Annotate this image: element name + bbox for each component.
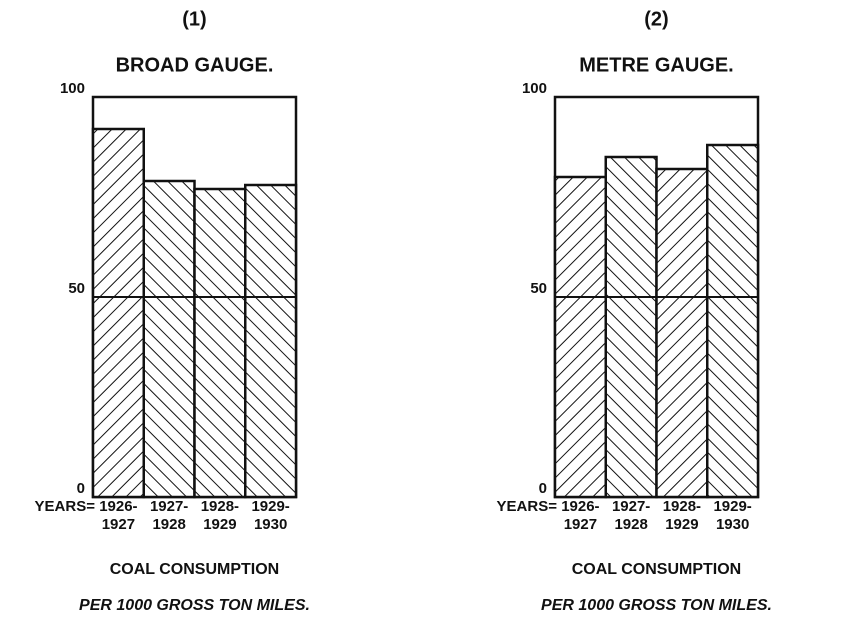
y-tick-label: 0 <box>77 480 85 497</box>
chart-number: (1) <box>182 8 206 30</box>
x-tick-label: 1929 <box>665 516 698 533</box>
caption: PER 1000 GROSS TON MILES. <box>541 597 772 614</box>
x-tick-label: 1930 <box>254 516 287 533</box>
bar <box>193 187 247 499</box>
bar <box>655 167 709 499</box>
bar <box>142 179 196 499</box>
bar <box>604 155 658 499</box>
chart-number: (2) <box>644 8 668 30</box>
x-tick-label: 1929- <box>251 498 289 515</box>
x-tick-label: 1926- <box>99 498 137 515</box>
y-tick-label: 50 <box>530 280 547 297</box>
x-tick-label: 1929 <box>203 516 236 533</box>
x-tick-label: 1929- <box>713 498 751 515</box>
x-tick-label: 1928- <box>201 498 239 515</box>
x-axis-label: YEARS= <box>497 498 558 515</box>
x-tick-label: 1927- <box>612 498 650 515</box>
x-tick-label: 1927- <box>150 498 188 515</box>
chart-title: METRE GAUGE. <box>579 54 733 76</box>
bar <box>706 143 760 499</box>
x-tick-label: 1930 <box>716 516 749 533</box>
caption: COAL CONSUMPTION <box>572 561 741 578</box>
bar <box>91 127 145 499</box>
x-tick-label: 1928 <box>614 516 647 533</box>
y-tick-label: 100 <box>60 80 85 97</box>
y-tick-label: 50 <box>68 280 85 297</box>
bar <box>553 175 607 499</box>
chart-title: BROAD GAUGE. <box>116 54 274 76</box>
x-tick-label: 1928- <box>663 498 701 515</box>
caption: PER 1000 GROSS TON MILES. <box>79 597 310 614</box>
y-tick-label: 0 <box>539 480 547 497</box>
x-axis-label: YEARS= <box>35 498 96 515</box>
y-tick-label: 100 <box>522 80 547 97</box>
x-tick-label: 1926- <box>561 498 599 515</box>
bar <box>244 183 298 499</box>
x-tick-label: 1927 <box>564 516 597 533</box>
x-tick-label: 1928 <box>152 516 185 533</box>
caption: COAL CONSUMPTION <box>110 561 279 578</box>
x-tick-label: 1927 <box>102 516 135 533</box>
